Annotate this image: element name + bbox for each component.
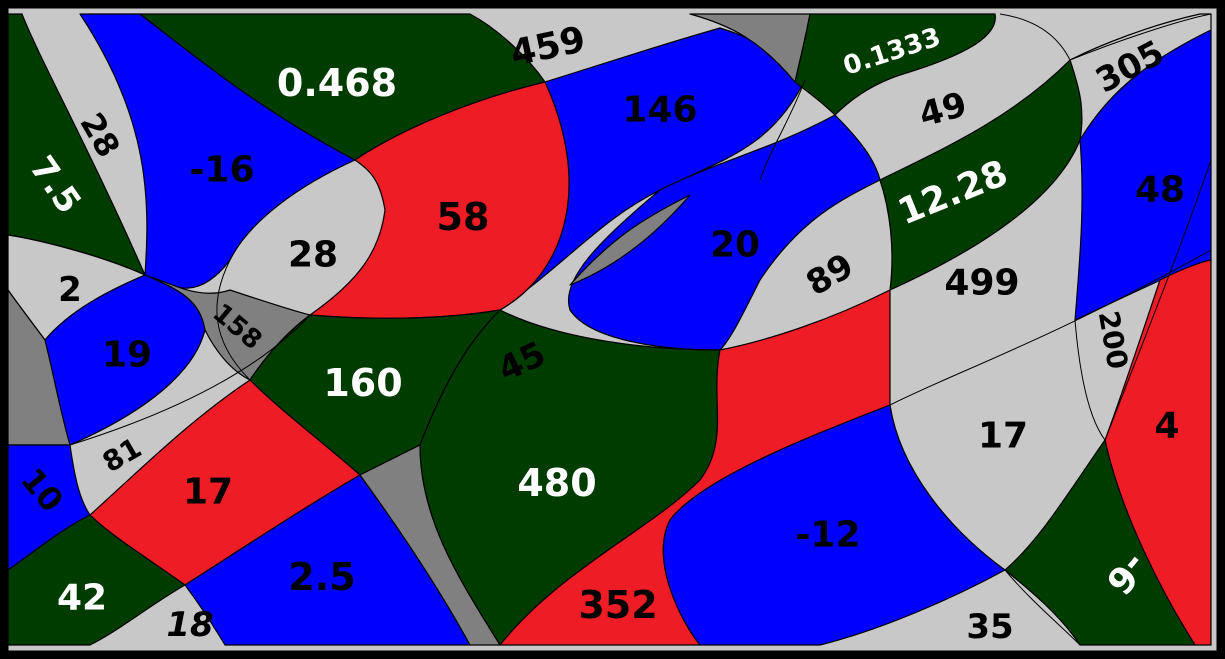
region-label-r-4: 4: [1154, 406, 1179, 447]
region-label-r-146: 146: [622, 90, 697, 131]
region-19: [44, 274, 206, 446]
region-20: [567, 114, 881, 351]
region-label-r-42: 42: [57, 578, 107, 619]
boundary-line: [69, 314, 311, 446]
region-label-r-0_468: 0.468: [277, 61, 397, 105]
region-label-r-17b: 17: [978, 416, 1028, 457]
region-label-r-19: 19: [102, 335, 152, 376]
boundary-line: [1104, 159, 1212, 441]
region-label-r-352: 352: [578, 583, 657, 627]
boundary-line: [759, 79, 806, 181]
region-label-r-20: 20: [710, 225, 760, 266]
region--12: [662, 404, 1006, 646]
region-label-r--16: -16: [189, 150, 254, 191]
boundary-line: [999, 13, 1071, 61]
boundary-line: [1069, 13, 1212, 61]
region-42: [7, 514, 186, 646]
region-gray-sliver: [569, 194, 691, 286]
region-label-r-17a: 17: [183, 472, 233, 513]
region--6: [1004, 439, 1196, 646]
region-label-r-18: 18: [166, 605, 213, 645]
region-label-r-28b: 28: [288, 235, 338, 276]
region-label-r-2_5: 2.5: [288, 555, 355, 599]
region-0_1333: [794, 13, 996, 116]
region-label-r-160: 160: [323, 361, 402, 405]
boundary-line: [889, 249, 1212, 406]
region-label-r-48: 48: [1135, 170, 1185, 211]
region-label-r-58: 58: [437, 195, 490, 239]
boundary-line: [1004, 569, 1081, 646]
region-label-r-2: 2: [58, 270, 82, 310]
boundary-line: [1074, 319, 1106, 441]
region-label-r-499: 499: [944, 263, 1019, 304]
boundary-line: [216, 259, 251, 381]
region-label-r-480: 480: [517, 461, 596, 505]
region-label-r--12: -12: [795, 515, 860, 556]
region-label-r-35: 35: [966, 607, 1013, 647]
